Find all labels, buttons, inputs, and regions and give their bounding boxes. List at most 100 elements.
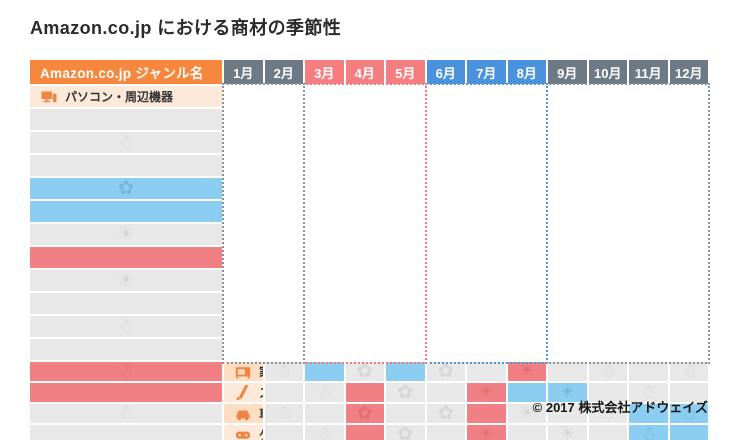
- heat-cell: [467, 362, 506, 381]
- heat-cell: [30, 425, 222, 440]
- heat-cell: ☃: [629, 425, 668, 440]
- season-group-border: [546, 83, 710, 364]
- month-header-3: 3月: [305, 60, 344, 84]
- gamepad-icon: [235, 427, 251, 440]
- month-header-8: 8月: [507, 60, 546, 84]
- heat-cell: [345, 383, 384, 402]
- category-label-text: 家電&カメラ: [259, 363, 263, 380]
- snowman-icon: ☃: [639, 383, 657, 402]
- snowman-icon: ☃: [315, 425, 333, 440]
- snowman-icon: ☃: [599, 362, 617, 381]
- blossom-icon: ✿: [397, 425, 414, 440]
- copyright: © 2017 株式会社アドウェイズ: [532, 400, 708, 415]
- heat-cell: [30, 201, 222, 222]
- sun-icon: ☀: [477, 383, 495, 402]
- car-icon: [235, 406, 251, 422]
- heat-cell: ☀: [548, 425, 587, 440]
- heat-cell: ☃: [30, 362, 222, 381]
- heat-cell: ☃: [629, 383, 668, 402]
- snowman-icon: ☃: [315, 383, 333, 402]
- heat-cell: ✿: [426, 404, 465, 423]
- heat-cell: [30, 293, 222, 314]
- heat-cell: [426, 425, 465, 440]
- heat-cell: ☃: [30, 404, 222, 423]
- heat-cell: ✿: [386, 425, 425, 440]
- snowman-icon: ☃: [599, 404, 617, 423]
- heat-cell: ☃: [264, 404, 303, 423]
- heat-cell: ☃: [669, 404, 708, 423]
- heat-cell: ✿: [345, 362, 384, 381]
- category-label-text: スポーツ&アウトドア: [259, 384, 263, 401]
- category-row-label: 家電&カメラ: [224, 362, 263, 381]
- sun-icon: ☀: [117, 224, 135, 245]
- season-group-border: [303, 83, 427, 364]
- season-group-border: [222, 83, 305, 364]
- seasonality-grid: Amazon.co.jp ジャンル名 1月 2月 3月 4月 5月 6月 7月 8月 9月 10月…: [30, 60, 710, 440]
- sun-icon: ☀: [558, 383, 576, 402]
- heat-cell: [30, 383, 222, 402]
- heat-cell: [345, 425, 384, 440]
- heat-cell: [30, 339, 222, 360]
- heat-cell: ✿: [386, 383, 425, 402]
- season-group-border: [424, 83, 548, 364]
- snowman-icon: ☃: [639, 425, 657, 440]
- month-header-6: 6月: [426, 60, 465, 84]
- heat-cell: [30, 247, 222, 268]
- heat-cell: ☃: [669, 362, 708, 381]
- category-row-label: パソコン・周辺機器: [30, 86, 222, 107]
- heat-cell: [30, 155, 222, 176]
- snowman-icon: ☃: [117, 132, 135, 153]
- heat-cell: [305, 404, 344, 423]
- category-row-label: 車&バイク: [224, 404, 263, 423]
- heat-cell: [669, 383, 708, 402]
- genre-column-header: Amazon.co.jp ジャンル名: [30, 60, 222, 84]
- snowman-icon: ☃: [275, 362, 293, 381]
- sun-icon: ☀: [477, 425, 495, 440]
- heat-cell: ☀: [30, 224, 222, 245]
- month-header-4: 4月: [345, 60, 384, 84]
- heat-cell: [588, 425, 627, 440]
- month-header-5: 5月: [386, 60, 425, 84]
- blossom-icon: ✿: [356, 404, 373, 423]
- heat-cell: [426, 383, 465, 402]
- heat-cell: [264, 383, 303, 402]
- sun-icon: ☀: [558, 425, 576, 440]
- heat-cell: [548, 404, 587, 423]
- month-header-7: 7月: [467, 60, 506, 84]
- category-label-text: パソコン・周辺機器: [65, 90, 174, 104]
- appliance-camera-icon: [235, 364, 251, 380]
- blossom-icon: ✿: [356, 362, 373, 381]
- heat-cell: [30, 109, 222, 130]
- heat-cell: ☃: [305, 383, 344, 402]
- sun-icon: ☀: [518, 404, 536, 423]
- category-row-label: ゲーム: [224, 425, 263, 440]
- month-header-2: 2月: [264, 60, 303, 84]
- heat-cell: ☀: [30, 270, 222, 291]
- heat-cell: ☀: [467, 425, 506, 440]
- blossom-icon: ✿: [118, 178, 134, 199]
- pc-monitor-icon: [41, 89, 57, 105]
- snowman-icon: ☃: [117, 316, 135, 337]
- sun-icon: ☀: [518, 362, 536, 381]
- heat-cell: ☃: [588, 362, 627, 381]
- heat-cell: ☃: [588, 404, 627, 423]
- blossom-icon: ✿: [437, 404, 454, 423]
- category-label-text: ゲーム: [259, 426, 263, 440]
- heat-cell: [507, 425, 546, 440]
- heat-cell: ✿: [426, 362, 465, 381]
- heat-cell: [588, 383, 627, 402]
- snowman-icon: ☃: [680, 362, 698, 381]
- heat-cell: ☀: [507, 362, 546, 381]
- month-header-9: 9月: [548, 60, 587, 84]
- month-header-1: 1月: [224, 60, 263, 84]
- heat-cell: [386, 362, 425, 381]
- baseball-bat-icon: [235, 384, 251, 401]
- snowman-icon: ☃: [117, 362, 135, 381]
- snowman-icon: ☃: [275, 404, 293, 423]
- heat-cell: ☃: [30, 316, 222, 337]
- heat-cell: ✿: [30, 178, 222, 199]
- heat-cell: ☀: [548, 383, 587, 402]
- heat-cell: ☃: [305, 425, 344, 440]
- heat-cell: [507, 383, 546, 402]
